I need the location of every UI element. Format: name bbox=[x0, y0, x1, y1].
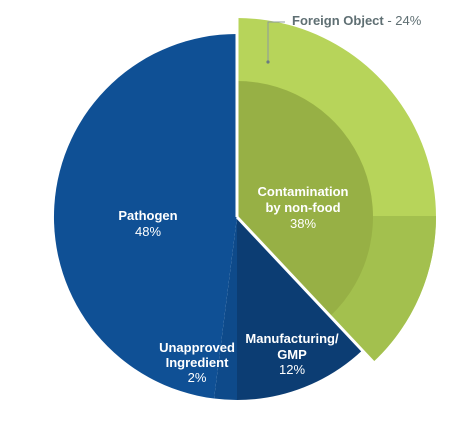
slice-unapproved-ingredient bbox=[214, 217, 237, 400]
svg-text:Manufacturing/: Manufacturing/ bbox=[245, 331, 339, 346]
svg-text:48%: 48% bbox=[135, 224, 161, 239]
slice-manufacturing-gmp bbox=[237, 217, 363, 400]
callout-foreign-object: Foreign Object - 24% bbox=[292, 13, 422, 28]
slice-pathogen bbox=[53, 33, 237, 399]
svg-text:by non-food: by non-food bbox=[265, 200, 340, 215]
label-contamination: Contamination by non-food 38% bbox=[258, 184, 349, 231]
svg-text:GMP: GMP bbox=[277, 347, 307, 362]
callout-dot bbox=[266, 60, 270, 64]
svg-text:2%: 2% bbox=[188, 370, 207, 385]
svg-text:38%: 38% bbox=[290, 216, 316, 231]
label-pathogen: Pathogen 48% bbox=[118, 208, 177, 239]
slice-separator-contamination bbox=[235, 215, 376, 365]
svg-text:Pathogen: Pathogen bbox=[118, 208, 177, 223]
svg-text:Unapproved: Unapproved bbox=[159, 340, 235, 355]
callout-leader-line bbox=[267, 21, 285, 62]
svg-text:12%: 12% bbox=[279, 362, 305, 377]
slice-foreign-object bbox=[237, 81, 374, 317]
svg-text:Contamination: Contamination bbox=[258, 184, 349, 199]
label-unapproved: Unapproved Ingredient 2% bbox=[159, 340, 235, 385]
svg-text:Ingredient: Ingredient bbox=[166, 355, 230, 370]
label-manufacturing: Manufacturing/ GMP 12% bbox=[245, 331, 339, 377]
